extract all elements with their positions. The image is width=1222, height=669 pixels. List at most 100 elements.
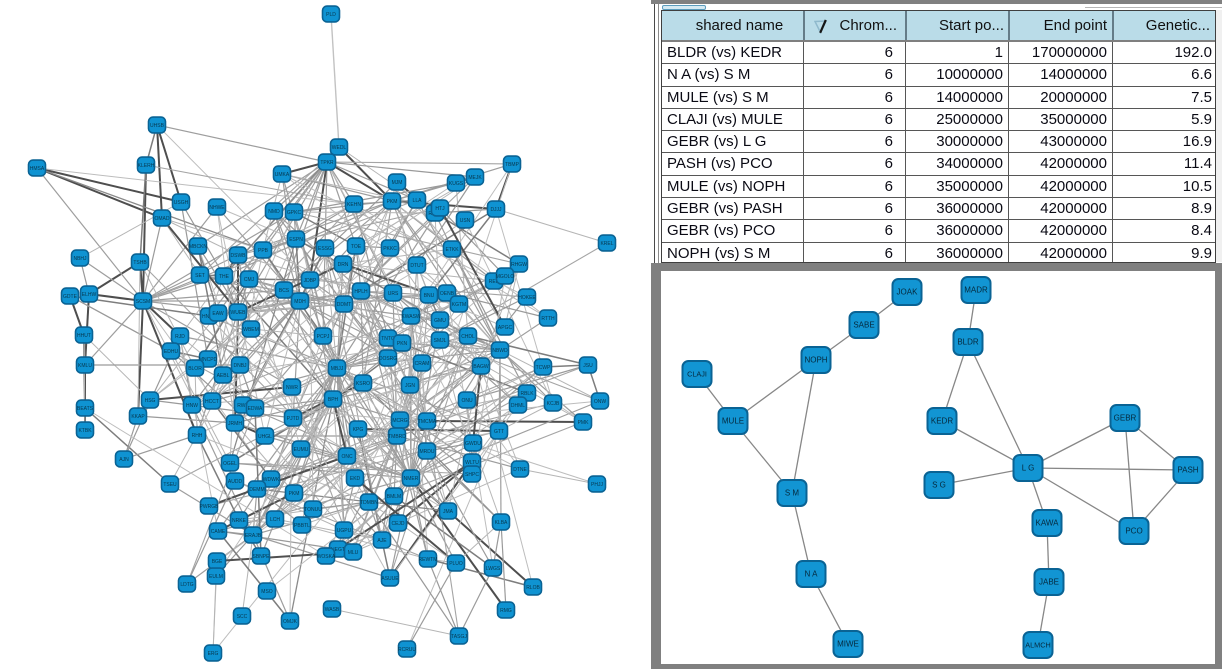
svg-text:CAME: CAME (211, 529, 226, 535)
svg-text:N A: N A (805, 570, 819, 579)
svg-text:TNTO: TNTO (381, 336, 395, 342)
svg-text:LWGS: LWGS (486, 566, 501, 572)
svg-text:DTUT: DTUT (410, 263, 423, 269)
svg-text:PASH: PASH (1177, 466, 1198, 475)
svg-text:HPLH: HPLH (354, 289, 368, 295)
svg-text:KMLU: KMLU (78, 363, 92, 369)
svg-text:BPH: BPH (328, 397, 339, 403)
svg-text:S M: S M (785, 489, 800, 498)
svg-text:MBCKN: MBCKN (189, 244, 207, 250)
svg-text:UHSB: UHSB (150, 123, 165, 129)
svg-text:REH: REH (489, 279, 500, 285)
svg-text:TSHB: TSHB (133, 260, 147, 266)
svg-text:GTT: GTT (494, 429, 504, 435)
svg-text:OGEL: OGEL (223, 461, 237, 467)
svg-text:MADR: MADR (964, 286, 988, 295)
svg-text:NHWE: NHWE (209, 205, 225, 211)
svg-text:LDTG: LDTG (180, 582, 193, 588)
svg-text:CMJ: CMJ (244, 277, 255, 283)
svg-text:LLA: LLA (413, 198, 423, 204)
svg-text:PBBTL: PBBTL (294, 523, 310, 529)
svg-text:RMG: RMG (500, 608, 512, 614)
svg-text:HCCT: HCCT (205, 399, 219, 405)
svg-text:APGC: APGC (498, 325, 513, 331)
svg-text:NMD: NMD (268, 209, 280, 215)
svg-text:KEHN: KEHN (347, 202, 361, 208)
svg-text:ELHW: ELHW (82, 292, 97, 298)
svg-text:DOSRG: DOSRG (379, 356, 397, 362)
svg-text:NWR: NWR (286, 385, 298, 391)
svg-text:MRDU: MRDU (420, 449, 435, 455)
svg-text:SBNPE: SBNPE (253, 554, 271, 560)
svg-text:KSRO: KSRO (356, 381, 370, 387)
svg-text:THE: THE (219, 274, 230, 280)
svg-text:GEBR: GEBR (1114, 414, 1137, 423)
svg-text:HSG: HSG (145, 398, 156, 404)
svg-text:PPB: PPB (258, 248, 269, 254)
svg-text:NOPH: NOPH (804, 356, 827, 365)
svg-text:MEJK: MEJK (468, 175, 482, 181)
svg-text:DTNE: DTNE (513, 467, 527, 473)
svg-text:DDMT: DDMT (337, 302, 351, 308)
svg-text:OMAD: OMAD (155, 216, 170, 222)
svg-text:RJD: RJD (175, 334, 185, 340)
svg-text:RTTH: RTTH (541, 316, 555, 322)
svg-text:KUGS: KUGS (449, 181, 464, 187)
svg-text:PJTD: PJTD (287, 416, 300, 422)
svg-text:HTJ: HTJ (435, 206, 445, 212)
svg-text:SCC: SCC (237, 614, 248, 620)
svg-text:TASGJ: TASGJ (451, 634, 467, 640)
svg-text:ETKK: ETKK (445, 247, 459, 253)
svg-text:WDWK: WDWK (263, 477, 280, 483)
svg-text:GDTE: GDTE (63, 294, 78, 300)
svg-text:ESPN: ESPN (289, 237, 303, 243)
svg-text:JOAK: JOAK (897, 288, 919, 297)
svg-text:OENB: OENB (440, 291, 455, 297)
svg-text:NBWD: NBWD (492, 348, 508, 354)
svg-text:TCWP: TCWP (536, 365, 551, 371)
svg-text:SCSM: SCSM (136, 299, 150, 305)
svg-text:EULM: EULM (209, 574, 223, 580)
svg-text:WBEM: WBEM (243, 327, 259, 333)
svg-text:TMBRD: TMBRD (388, 434, 406, 440)
svg-text:ONU: ONU (461, 398, 473, 404)
svg-text:JGN: JGN (405, 383, 415, 389)
svg-text:DHML: DHML (511, 403, 525, 409)
svg-text:PMK: PMK (578, 420, 590, 426)
svg-text:SABE: SABE (853, 321, 874, 330)
svg-text:PLUO: PLUO (449, 561, 463, 567)
svg-text:JSU: JSU (583, 363, 593, 369)
svg-text:SHPC: SHPC (465, 472, 479, 478)
svg-text:SET: SET (195, 273, 205, 279)
svg-text:HNW: HNW (186, 403, 198, 409)
svg-text:KWASW: KWASW (401, 314, 421, 320)
svg-text:USN: USN (460, 218, 471, 224)
svg-text:ONC: ONC (341, 454, 353, 460)
svg-text:WUEB: WUEB (231, 310, 247, 316)
svg-text:EUMU: EUMU (294, 447, 309, 453)
svg-text:ERAJB: ERAJB (245, 533, 262, 539)
svg-text:MSO: MSO (261, 589, 273, 595)
svg-text:AUDD: AUDD (228, 479, 243, 485)
svg-text:KLBA: KLBA (495, 520, 508, 526)
svg-text:UHGL: UHGL (258, 434, 272, 440)
svg-text:MCRG: MCRG (392, 418, 407, 424)
svg-text:DNBJ: DNBJ (233, 363, 247, 369)
svg-text:MJM: MJM (392, 180, 403, 186)
svg-text:UEGT: UEGT (331, 547, 345, 553)
svg-text:BNU: BNU (424, 293, 435, 299)
svg-text:PLD: PLD (326, 12, 336, 18)
svg-text:PWRGB: PWRGB (200, 504, 220, 510)
svg-text:WLTU: WLTU (465, 460, 479, 466)
svg-text:WEDL: WEDL (332, 145, 347, 151)
svg-text:CRAM: CRAM (415, 361, 430, 367)
svg-text:HMSA: HMSA (30, 166, 45, 172)
svg-text:KCJB: KCJB (547, 401, 560, 407)
svg-text:HOKEE: HOKEE (518, 295, 536, 301)
svg-text:EKD: EKD (350, 476, 361, 482)
svg-text:JDBP: JDBP (304, 278, 317, 284)
svg-text:WOSKA: WOSKA (317, 554, 336, 560)
svg-text:UGPU: UGPU (337, 528, 352, 534)
svg-text:KREL: KREL (600, 241, 613, 247)
svg-text:RBLK: RBLK (520, 391, 534, 397)
